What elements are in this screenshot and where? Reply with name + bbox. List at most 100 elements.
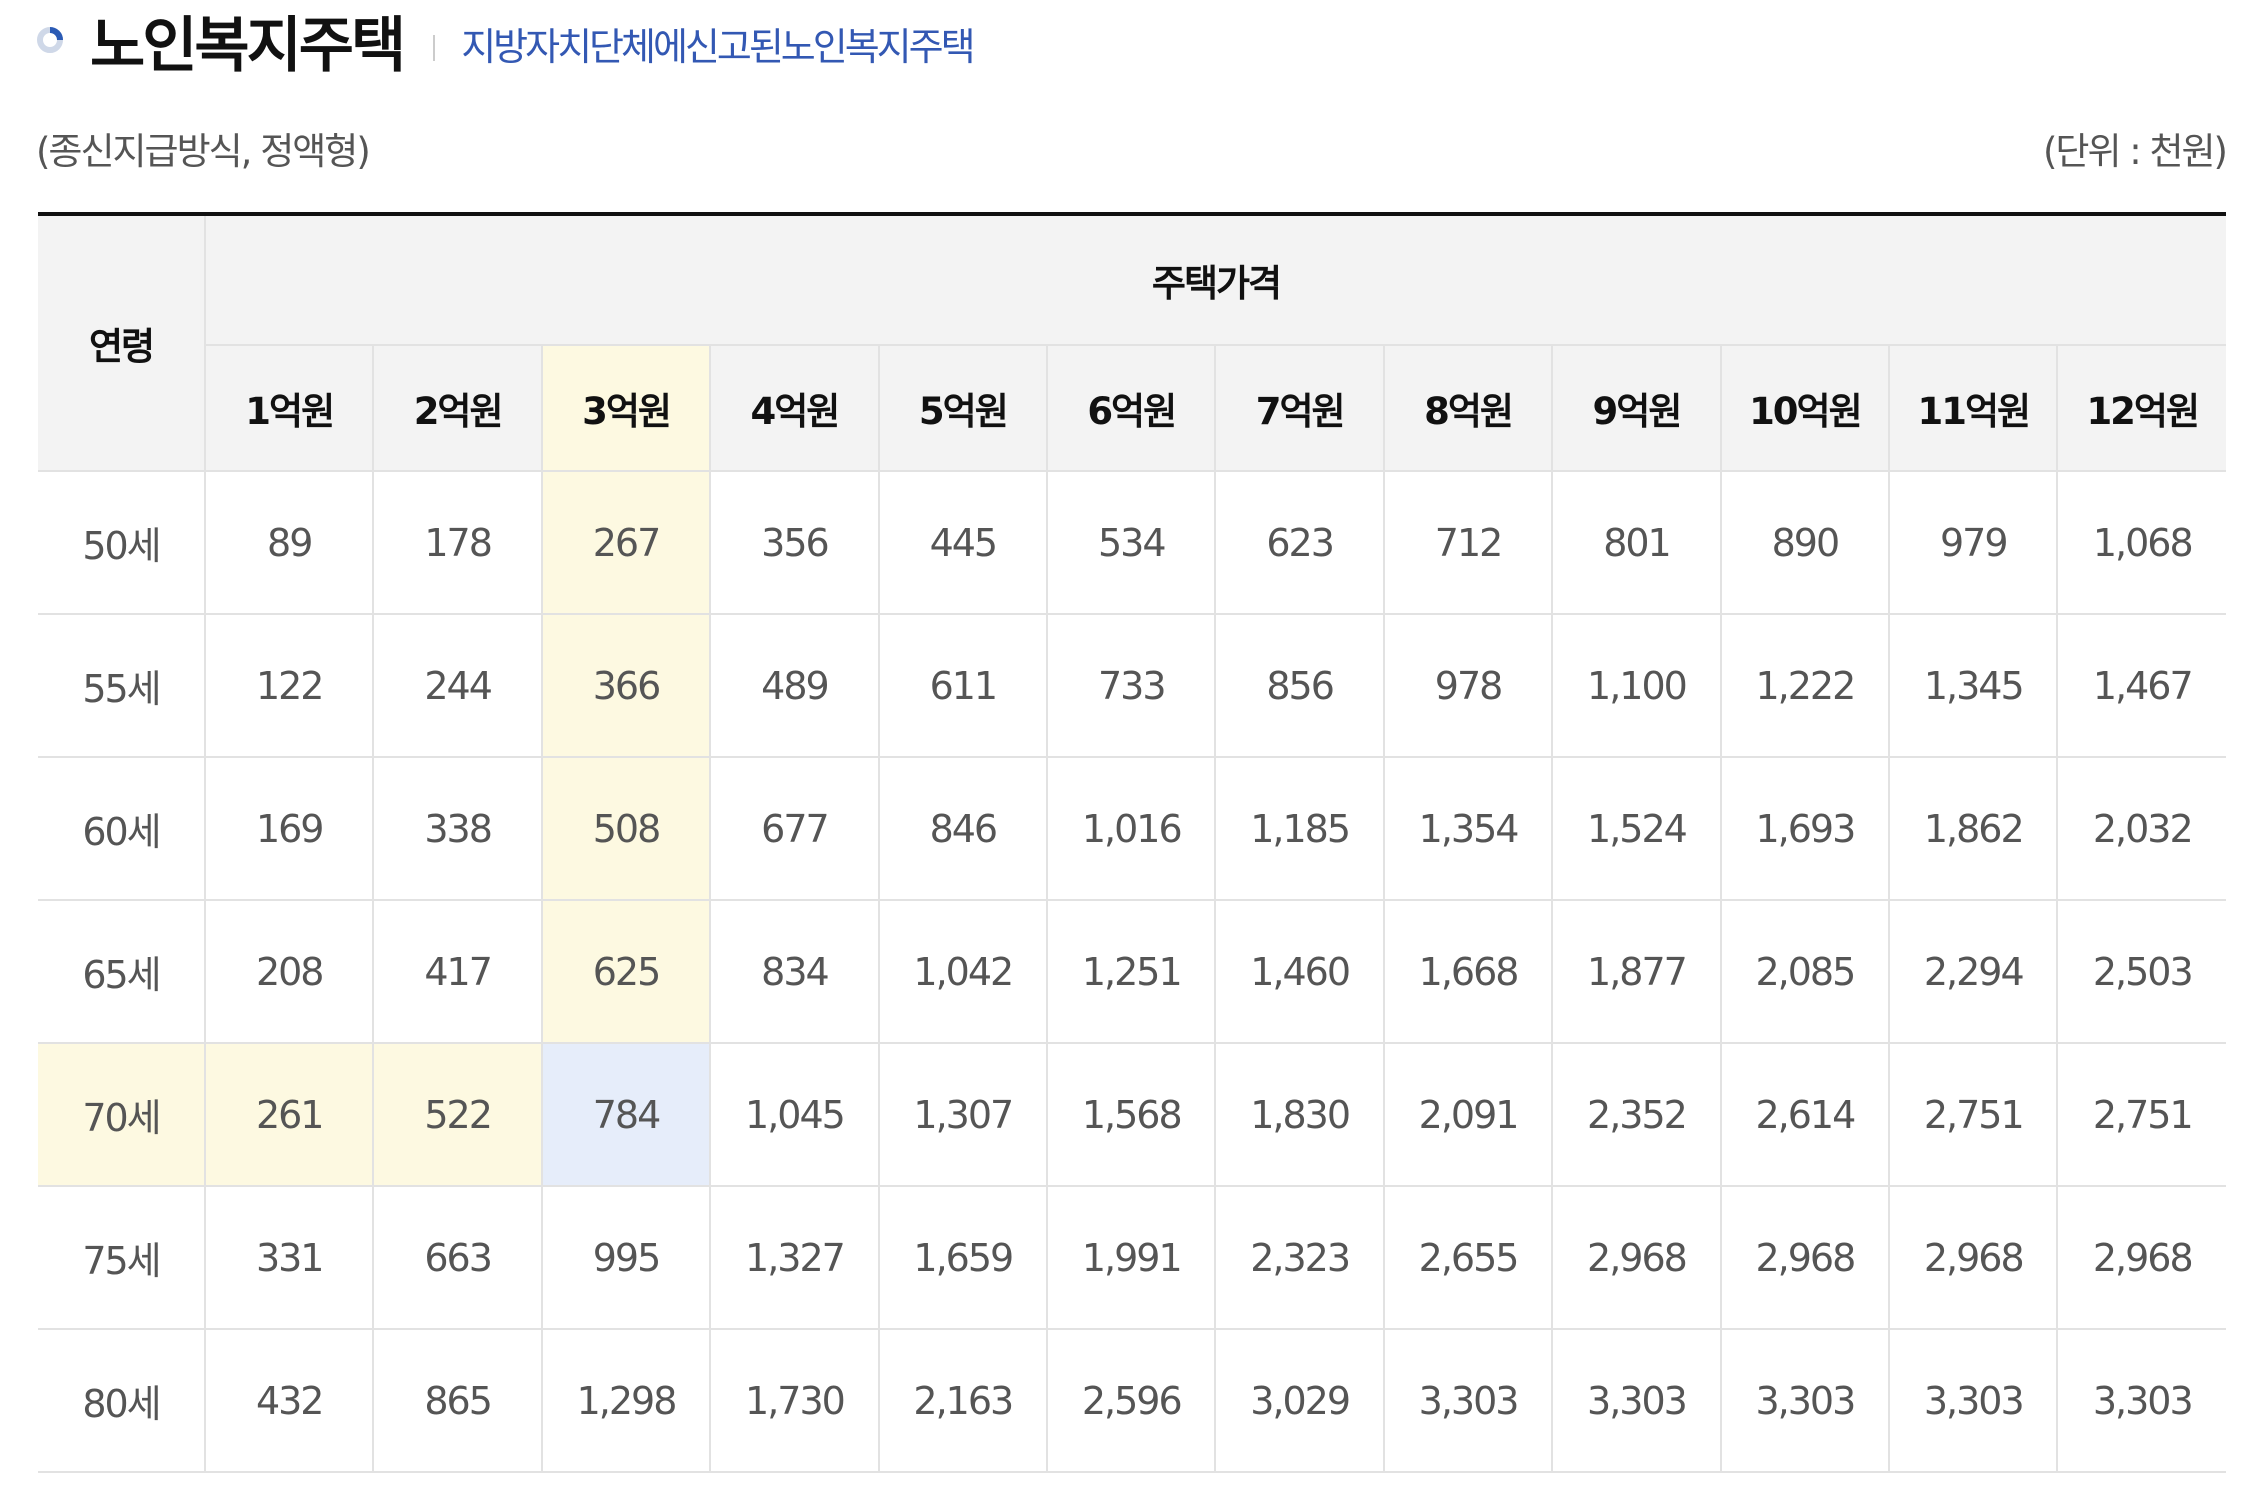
- value-cell: 261: [205, 1042, 375, 1186]
- value-cell: 356: [710, 470, 880, 614]
- value-cell: 979: [1889, 470, 2059, 614]
- value-cell: 2,751: [2057, 1042, 2226, 1186]
- value-cell: 267: [541, 470, 712, 614]
- price-column-header: 8억원: [1383, 345, 1554, 471]
- value-cell: 890: [1720, 470, 1891, 614]
- price-column-header: 1억원: [205, 345, 375, 471]
- age-cell: 60세: [38, 756, 206, 900]
- value-cell: 417: [373, 899, 543, 1043]
- value-cell: 3,303: [1889, 1328, 2059, 1473]
- table-row: 80세 432 865 1,298 1,730 2,163 2,596 3,029 3,303 3…: [38, 1328, 2226, 1473]
- value-cell: 1,693: [1720, 756, 1891, 900]
- value-cell: 534: [1047, 470, 1217, 614]
- value-cell: 3,029: [1215, 1328, 1385, 1473]
- title-divider: [433, 35, 436, 61]
- age-cell: 55세: [38, 613, 206, 757]
- price-column-header: 2억원: [373, 345, 543, 471]
- value-cell: 733: [1047, 613, 1217, 757]
- value-cell: 1,862: [1889, 756, 2059, 900]
- value-cell: 366: [541, 613, 712, 757]
- value-cell: 1,045: [710, 1042, 880, 1186]
- value-cell: 856: [1215, 613, 1385, 757]
- value-cell: 122: [205, 613, 375, 757]
- price-column-header: 7억원: [1215, 345, 1385, 471]
- value-cell: 2,091: [1383, 1042, 1554, 1186]
- value-cell: 445: [878, 470, 1049, 614]
- value-cell: 2,294: [1889, 899, 2059, 1043]
- value-cell: 3,303: [1720, 1328, 1891, 1473]
- value-cell: 623: [1215, 470, 1385, 614]
- value-cell: 169: [205, 756, 375, 900]
- value-cell: 1,100: [1552, 613, 1722, 757]
- value-cell: 1,568: [1047, 1042, 1217, 1186]
- value-cell: 2,352: [1552, 1042, 1722, 1186]
- pension-table: 연령 주택가격 1억원 2억원 3억원 4억원 5억원 6억원 7억원 8억원 9억원 10억원 1…: [38, 212, 2226, 1473]
- value-cell: 2,085: [1720, 899, 1891, 1043]
- value-cell: 978: [1383, 613, 1554, 757]
- age-cell: 65세: [38, 899, 206, 1043]
- value-cell: 1,251: [1047, 899, 1217, 1043]
- value-cell: 1,298: [541, 1328, 712, 1473]
- price-column-header: 3억원: [541, 345, 712, 471]
- value-cell: 1,730: [710, 1328, 880, 1473]
- unit-label: (단위 : 천원): [2042, 130, 2228, 173]
- value-cell: 1,222: [1720, 613, 1891, 757]
- value-cell: 1,991: [1047, 1185, 1217, 1329]
- value-cell: 1,460: [1215, 899, 1385, 1043]
- price-column-header: 11억원: [1889, 345, 2059, 471]
- value-cell: 208: [205, 899, 375, 1043]
- table-row: 60세 169 338 508 677 846 1,016 1,185 1,354 1,524 1,…: [38, 756, 2226, 900]
- page-subtitle: 지방자치단체에신고된노인복지주택: [461, 24, 975, 69]
- value-cell: 3,303: [2057, 1328, 2226, 1473]
- value-cell: 834: [710, 899, 880, 1043]
- price-header-row: 1억원 2억원 3억원 4억원 5억원 6억원 7억원 8억원 9억원 10억원 11억원 12억원: [38, 345, 2226, 471]
- age-cell: 75세: [38, 1185, 206, 1329]
- value-cell: 522: [373, 1042, 543, 1186]
- value-cell: 995: [541, 1185, 712, 1329]
- value-cell: 331: [205, 1185, 375, 1329]
- value-cell: 3,303: [1383, 1328, 1554, 1473]
- value-cell: 1,668: [1383, 899, 1554, 1043]
- value-cell: 846: [878, 756, 1049, 900]
- age-cell: 70세: [38, 1042, 206, 1186]
- value-cell: 1,354: [1383, 756, 1554, 900]
- value-cell: 1,467: [2057, 613, 2226, 757]
- value-cell: 1,042: [878, 899, 1049, 1043]
- value-cell: 1,524: [1552, 756, 1722, 900]
- table-meta: (종신지급방식, 정액형) (단위 : 천원): [36, 118, 2228, 178]
- table-row: 55세 122 244 366 489 611 733 856 978 1,100 1,222 1,3…: [38, 613, 2226, 757]
- value-cell: 338: [373, 756, 543, 900]
- value-cell: 1,327: [710, 1185, 880, 1329]
- value-cell: 2,614: [1720, 1042, 1891, 1186]
- house-price-header: 주택가격: [205, 214, 2226, 346]
- value-cell: 2,032: [2057, 756, 2226, 900]
- value-cell: 178: [373, 470, 543, 614]
- value-cell: 3,303: [1552, 1328, 1722, 1473]
- value-cell: 1,307: [878, 1042, 1049, 1186]
- value-cell: 2,655: [1383, 1185, 1554, 1329]
- value-cell: 1,185: [1215, 756, 1385, 900]
- table-row: 75세 331 663 995 1,327 1,659 1,991 2,323 2,655 2,9…: [38, 1185, 2226, 1329]
- value-cell: 1,345: [1889, 613, 2059, 757]
- value-cell: 508: [541, 756, 712, 900]
- table-row: 50세 89 178 267 356 445 534 623 712 801 890 979 1,068: [38, 470, 2226, 614]
- page-title: 노인복지주택: [90, 10, 406, 81]
- pension-table-container: 연령 주택가격 1억원 2억원 3억원 4억원 5억원 6억원 7억원 8억원 9억원 10억원 1…: [38, 212, 2226, 1473]
- price-column-header: 4억원: [710, 345, 880, 471]
- value-cell: 432: [205, 1328, 375, 1473]
- value-cell: 663: [373, 1185, 543, 1329]
- table-body: 50세 89 178 267 356 445 534 623 712 801 890 979 1,068…: [38, 470, 2226, 1473]
- value-cell: 801: [1552, 470, 1722, 614]
- value-cell: 1,830: [1215, 1042, 1385, 1186]
- value-cell: 89: [205, 470, 375, 614]
- table-row: 65세 208 417 625 834 1,042 1,251 1,460 1,668 1,877…: [38, 899, 2226, 1043]
- value-cell: 677: [710, 756, 880, 900]
- value-cell: 712: [1383, 470, 1554, 614]
- age-cell: 80세: [38, 1328, 206, 1473]
- value-cell: 2,163: [878, 1328, 1049, 1473]
- circle-bullet-icon: [36, 26, 64, 54]
- value-cell: 2,968: [1889, 1185, 2059, 1329]
- value-cell: 611: [878, 613, 1049, 757]
- value-cell: 2,968: [1552, 1185, 1722, 1329]
- value-cell: 865: [373, 1328, 543, 1473]
